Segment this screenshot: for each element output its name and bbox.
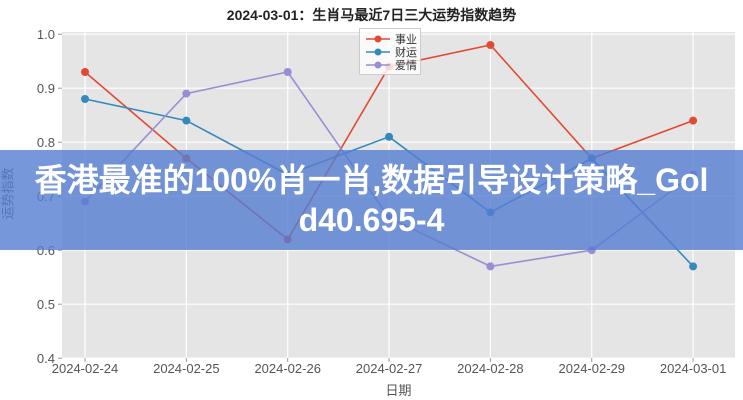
overlay-banner-line2: d40.695-4 [298, 202, 445, 238]
chart-title: 2024-03-01：生肖马最近7日三大运势指数趋势 [226, 7, 517, 23]
y-tick-label: 0.9 [37, 81, 55, 96]
x-tick-label: 2024-02-25 [153, 361, 220, 376]
x-tick-label: 2024-02-28 [457, 361, 524, 376]
legend-label: 事业 [395, 33, 417, 46]
legend-label: 爱情 [395, 59, 417, 72]
x-tick-label: 2024-02-27 [356, 361, 423, 376]
data-point [81, 68, 89, 76]
y-tick-label: 0.4 [37, 351, 55, 366]
x-tick-label: 2024-02-29 [559, 361, 626, 376]
data-point [689, 116, 698, 125]
y-tick-label: 0.8 [37, 135, 55, 150]
data-point [385, 132, 394, 141]
legend: 事业 财运 爱情 [359, 28, 421, 75]
y-tick-label: 0.5 [37, 297, 55, 312]
overlay-banner: 香港最准的100%肖一肖,数据引导设计策略_Gol d40.695-4 [0, 150, 743, 250]
y-tick-label: 1.0 [37, 27, 55, 42]
legend-item: 爱情 [365, 58, 420, 72]
legend-item: 事业 [365, 32, 420, 46]
x-tick-label: 2024-02-24 [52, 361, 119, 376]
x-tick-label: 2024-03-01 [660, 361, 727, 376]
legend-marker-icon [366, 61, 390, 68]
data-point [283, 68, 292, 76]
legend-marker-icon [366, 35, 390, 42]
legend-item: 财运 [365, 45, 420, 59]
data-point [486, 262, 495, 271]
x-axis-label: 日期 [385, 383, 412, 398]
overlay-banner-line1: 香港最准的100%肖一肖,数据引导设计策略_Gol [34, 162, 709, 198]
legend-label: 财运 [395, 46, 417, 59]
data-point [182, 116, 191, 125]
legend-marker-icon [366, 48, 390, 55]
data-point [182, 89, 191, 98]
data-point [689, 262, 698, 271]
data-point [81, 95, 89, 103]
data-point [486, 41, 495, 49]
x-tick-label: 2024-02-26 [254, 361, 321, 376]
